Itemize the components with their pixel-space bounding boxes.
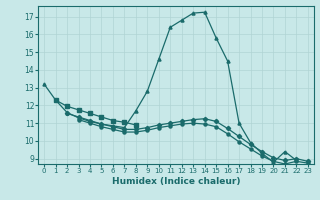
X-axis label: Humidex (Indice chaleur): Humidex (Indice chaleur) — [112, 177, 240, 186]
